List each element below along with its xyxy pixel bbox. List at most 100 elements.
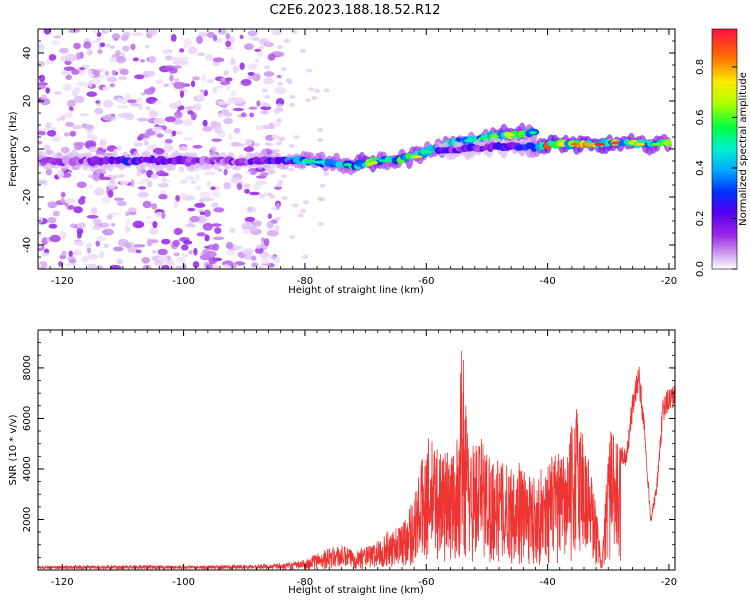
noise-blob [274, 51, 285, 57]
noise-blob [252, 73, 261, 82]
noise-blob [254, 142, 260, 147]
noise-blob [197, 52, 206, 57]
secondary-track-peak [610, 141, 620, 145]
noise-blob [247, 71, 255, 76]
noise-blob [116, 97, 123, 104]
noise-blob [225, 84, 231, 91]
spectrogram-y-axis-label: Frequency (Hz) [8, 111, 19, 187]
noise-blob [104, 70, 110, 77]
noise-blob [87, 49, 93, 56]
noise-blob [248, 106, 258, 110]
secondary-track-peak [634, 142, 646, 146]
noise-blob [204, 171, 216, 176]
noise-blob [260, 172, 269, 177]
main-track-peak [419, 150, 434, 154]
noise-blob [111, 69, 117, 76]
noise-blob [173, 227, 183, 235]
main-track-peak [378, 159, 393, 163]
noise-blob [74, 86, 81, 94]
noise-blob [160, 190, 166, 196]
noise-blob [120, 34, 129, 42]
snr-series-line [38, 351, 675, 570]
noise-blob [217, 100, 227, 106]
noise-blob [63, 111, 74, 119]
noise-blob [38, 230, 42, 238]
noise-blob [91, 69, 101, 75]
noise-blob [199, 191, 211, 199]
noise-blob [263, 253, 270, 257]
noise-blob [256, 100, 261, 107]
noise-blob [178, 56, 190, 61]
noise-blob [201, 74, 207, 82]
secondary-track-peak [583, 142, 596, 146]
noise-blob [267, 213, 273, 219]
noise-blob [149, 55, 157, 64]
noise-blob [291, 30, 298, 34]
noise-blob [275, 202, 280, 210]
secondary-track-peak [594, 142, 606, 146]
noise-blob [76, 81, 88, 87]
noise-blob [273, 224, 280, 233]
spectrogram-y-tick-label: -40 [22, 237, 33, 253]
noise-blob [259, 194, 266, 199]
noise-blob [244, 256, 254, 260]
noise-blob [51, 136, 62, 142]
noise-blob [242, 221, 251, 225]
noise-blob [323, 88, 330, 93]
noise-blob [60, 197, 65, 204]
noise-blob [140, 59, 145, 63]
noise-blob [187, 110, 194, 115]
noise-blob [288, 167, 295, 172]
noise-blob [173, 81, 186, 89]
noise-blob [233, 245, 244, 251]
noise-blob [53, 35, 62, 39]
noise-blob [97, 49, 103, 54]
noise-blob [52, 210, 60, 217]
noise-blob [244, 188, 250, 194]
noise-blob [197, 32, 209, 38]
noise-blob [101, 196, 111, 204]
secondary-track-peak [570, 142, 578, 146]
colorbar-tick-label: 0.6 [695, 109, 706, 125]
noise-blob [254, 48, 262, 53]
snr-panel: -120 -100 -80 -60 -40 -20 2000 4000 6000 8000 He… [8, 329, 677, 596]
spectrogram-y-tick-label: 20 [22, 95, 33, 108]
noise-blob [271, 206, 278, 211]
noise-blob [212, 243, 220, 252]
noise-blob [146, 216, 153, 219]
noise-blob [214, 227, 222, 235]
noise-blob [223, 112, 233, 117]
noise-blob [243, 183, 251, 189]
noise-blob [103, 99, 114, 108]
noise-blob [262, 88, 268, 93]
noise-blob [38, 242, 43, 249]
noise-blob [48, 223, 58, 229]
noise-blob [261, 256, 270, 265]
noise-blob [73, 206, 83, 214]
noise-blob [175, 265, 183, 269]
noise-blob [210, 146, 217, 151]
noise-blob [102, 114, 114, 121]
noise-blob [239, 34, 244, 40]
noise-blob [74, 240, 85, 247]
noise-blob [38, 49, 45, 54]
noise-blob [106, 228, 113, 235]
noise-blob [66, 99, 76, 107]
figure-title: C2E6.2023.188.18.52.R12 [269, 3, 440, 18]
noise-blob [253, 37, 260, 41]
noise-blob [131, 32, 143, 37]
noise-blob [243, 228, 250, 234]
noise-blob [199, 211, 205, 216]
spectrogram-x-tick-label: -120 [51, 276, 74, 287]
noise-blob [116, 145, 122, 151]
noise-blob [132, 220, 145, 229]
noise-blob [127, 99, 137, 104]
noise-blob [146, 180, 153, 188]
noise-blob [317, 222, 324, 226]
noise-blob [204, 245, 210, 249]
noise-blob [158, 194, 168, 200]
noise-blob [258, 45, 264, 50]
noise-blob [263, 238, 270, 247]
secondary-track-peak [557, 142, 565, 146]
noise-blob [274, 186, 282, 190]
